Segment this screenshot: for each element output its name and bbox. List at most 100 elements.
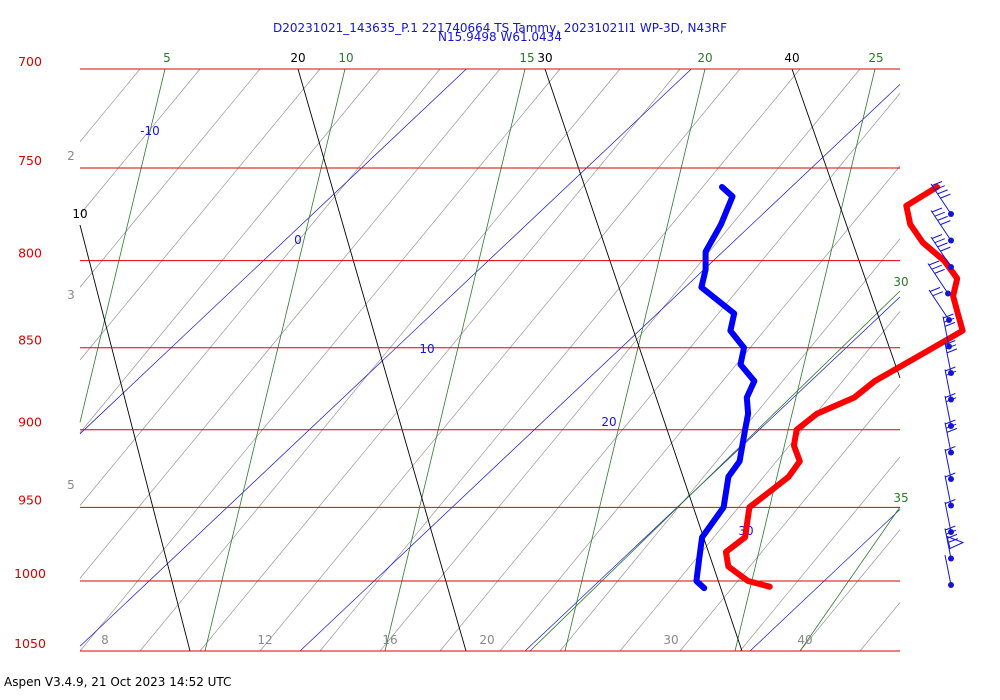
wind-barb-feather	[940, 246, 951, 252]
moist-adiabat-line	[679, 384, 901, 652]
mixing-ratio-label: 10	[338, 51, 353, 65]
isotherm-line	[299, 84, 901, 652]
isotherm-label: 0	[294, 233, 302, 247]
moist-adiabat-line	[139, 68, 621, 652]
moist-adiabat-line	[499, 165, 901, 652]
dry-adiabat-label: 40	[784, 51, 799, 65]
wind-barb-staff	[944, 475, 952, 506]
wind-barb-feather	[945, 472, 956, 478]
footer-version: Aspen V3.4.9, 21 Oct 2023 14:52 UTC	[4, 675, 232, 689]
wind-barb-feather	[937, 189, 948, 195]
wind-barb-staff	[944, 554, 952, 586]
dry-adiabat-label: 30	[537, 51, 552, 65]
pressure-tick-label: 750	[18, 153, 42, 168]
bottom-axis-label: 20	[479, 633, 494, 647]
wind-barb	[930, 207, 954, 244]
wind-barb-staff	[944, 528, 952, 559]
wind-barb-feather	[934, 238, 945, 244]
bottom-axis-label: 8	[101, 633, 109, 647]
mixing-ratio-label: 30	[893, 275, 908, 289]
wind-barb	[944, 419, 958, 456]
moist-adiabat-line	[79, 68, 561, 652]
moist-adiabat-line	[79, 68, 441, 506]
wind-barb-feather	[931, 234, 943, 239]
mixing-ratio-label: 20	[697, 51, 712, 65]
dry-adiabat-line	[544, 68, 743, 652]
moist-adiabat-line	[79, 68, 321, 361]
moist-adiabat-line	[379, 68, 861, 652]
dry-adiabat-line	[791, 68, 901, 379]
mixing-ratio-line	[799, 506, 901, 652]
isotherm-line	[79, 68, 467, 435]
wind-barb-feather	[937, 242, 948, 248]
wind-barb-feather	[945, 366, 956, 372]
wind-barb-staff	[944, 422, 952, 453]
wind-barb-feather	[945, 529, 957, 535]
dry-adiabat-line	[297, 68, 467, 652]
bottom-axis-label: 30	[663, 633, 678, 647]
wind-barb-feather	[945, 340, 956, 345]
mixing-ratio-line	[529, 290, 901, 652]
mixing-ratio-line	[204, 68, 346, 652]
moist-adiabat-line	[79, 68, 381, 433]
wind-barb-feather	[943, 317, 955, 323]
wind-barb	[930, 234, 954, 270]
wind-barb-feather	[946, 348, 958, 354]
chart-subtitle: N15.9498 W61.0434	[438, 30, 562, 44]
isotherm-line	[79, 68, 692, 647]
wind-barb-staff	[930, 236, 952, 268]
wind-barb	[930, 181, 954, 217]
pressure-tick-label: 1000	[14, 566, 46, 581]
wind-barb-feather	[945, 423, 957, 429]
wind-barb-feather	[945, 419, 956, 425]
wind-barb	[944, 472, 956, 509]
moist-adiabat-line	[619, 311, 901, 652]
wind-barb-staff	[944, 501, 952, 533]
wind-barb-feather	[946, 427, 958, 433]
moist-adiabat-line	[79, 68, 201, 215]
wind-barb-feather	[931, 181, 943, 186]
moist-adiabat-label: 2	[67, 149, 75, 163]
wind-barb-staff	[930, 210, 952, 241]
pressure-tick-label: 700	[18, 54, 42, 69]
mixing-ratio-line	[564, 68, 706, 652]
wind-barb-feather	[940, 193, 951, 199]
wind-barb-feather	[946, 533, 958, 539]
wind-barb-staff	[942, 316, 950, 347]
wind-barb	[944, 554, 954, 588]
wind-barb-staff	[930, 183, 952, 215]
chart-title: D20231021_143635_P.1 221740664 TS Tammy,…	[272, 21, 728, 35]
wind-barb-feather	[931, 264, 942, 270]
wind-barb-staff	[944, 395, 952, 427]
moist-adiabat-label: 5	[67, 478, 75, 492]
moist-adiabat-line	[559, 238, 901, 652]
pressure-tick-label: 950	[18, 492, 42, 507]
isotherm-label: 20	[601, 415, 616, 429]
wind-barb-staff	[927, 263, 949, 294]
wind-barb	[944, 525, 965, 562]
temperature-trace	[722, 184, 966, 590]
mixing-ratio-label: 15	[519, 51, 534, 65]
moist-adiabat-line	[319, 68, 801, 652]
mixing-ratio-line	[384, 68, 526, 652]
wind-barb-feather	[947, 538, 959, 544]
wind-barb-feather	[928, 260, 940, 266]
moist-adiabat-line	[199, 68, 681, 652]
wind-barb-feather	[940, 220, 951, 226]
wind-barb-staff	[944, 342, 952, 374]
dry-adiabat-label: 10	[72, 207, 87, 221]
moist-adiabat-label: 3	[67, 288, 75, 302]
bottom-axis-label: 40	[797, 633, 812, 647]
pressure-tick-label: 1050	[14, 636, 46, 651]
moist-adiabat-line	[79, 68, 141, 142]
moist-adiabat-line	[259, 68, 741, 652]
wind-barb	[944, 446, 956, 482]
wind-barb-feather	[934, 268, 945, 274]
mixing-ratio-label: 25	[868, 51, 883, 65]
pressure-tick-label: 800	[18, 246, 42, 261]
bottom-axis-label: 16	[382, 633, 397, 647]
mixing-ratio-line	[734, 68, 876, 652]
wind-barb-feather	[929, 287, 941, 292]
wind-barb	[942, 313, 956, 350]
